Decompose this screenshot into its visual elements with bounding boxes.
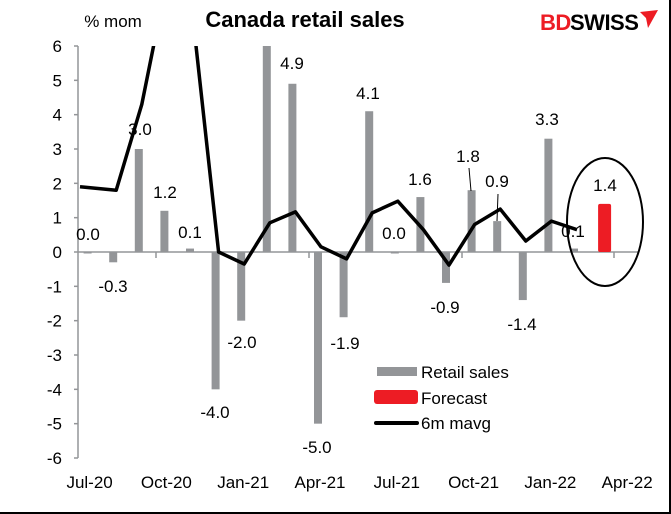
y-tick-label: -5 — [47, 415, 62, 434]
retail-sales-bar — [237, 252, 246, 321]
retail-sales-bar — [186, 248, 194, 252]
data-label: -0.9 — [430, 298, 459, 317]
forecast-highlight-ellipse — [566, 157, 644, 287]
bdswiss-logo: BD SWISS — [540, 10, 658, 35]
logo-text-bd: BD — [540, 10, 571, 35]
chart-title: Canada retail sales — [205, 7, 404, 32]
legend: Retail sales Forecast 6m mavg — [374, 363, 509, 433]
retail-sales-bar — [467, 190, 476, 252]
x-tick-label: Apr-22 — [602, 473, 653, 492]
y-tick-label: 4 — [53, 106, 62, 125]
retail-sales-bar — [493, 221, 502, 252]
y-tick-label: 0 — [53, 243, 62, 262]
y-tick-label: -2 — [47, 312, 62, 331]
data-label: -1.4 — [507, 315, 536, 334]
retail-sales-bar — [314, 252, 322, 424]
retail-sales-bar — [211, 252, 220, 390]
logo-text-swiss: SWISS — [570, 10, 638, 35]
data-label: -1.9 — [330, 334, 359, 353]
forecast-bar — [598, 203, 612, 252]
data-label: 0.0 — [382, 224, 406, 243]
data-label: 0.9 — [485, 172, 509, 191]
y-tick-label: 1 — [53, 209, 62, 228]
legend-label-6m-mavg: 6m mavg — [421, 414, 491, 433]
legend-swatch-forecast — [374, 390, 418, 404]
data-label: -4.0 — [200, 403, 229, 422]
retail-sales-bar — [160, 210, 169, 252]
data-label: -2.0 — [227, 333, 256, 352]
data-label-leader — [468, 167, 472, 192]
data-label: 1.2 — [153, 183, 177, 202]
retail-sales-bar — [365, 111, 374, 252]
y-tick-label: -1 — [47, 277, 62, 296]
y-tick-label: 2 — [53, 174, 62, 193]
y-tick-label: 5 — [53, 71, 62, 90]
x-tick-label: Jul-20 — [66, 473, 112, 492]
data-label: 3.0 — [128, 120, 152, 139]
data-label: 1.8 — [456, 147, 480, 166]
retail-sales-bar — [442, 252, 450, 283]
y-tick-label: 6 — [53, 37, 62, 56]
retail-sales-bar — [339, 252, 348, 318]
data-label: 0.0 — [76, 225, 100, 244]
y-tick-label: -3 — [47, 346, 62, 365]
data-label: -5.0 — [302, 438, 331, 457]
x-tick-label: Oct-20 — [141, 473, 192, 492]
retail-sales-bar — [390, 252, 399, 254]
retail-sales-bar — [288, 83, 297, 253]
x-tick-label: Jan-22 — [524, 473, 576, 492]
x-tick-label: Oct-21 — [448, 473, 499, 492]
retail-sales-bar — [109, 252, 118, 263]
legend-label-retail-sales: Retail sales — [421, 363, 509, 382]
y-axis-label: % mom — [84, 12, 142, 31]
retail-sales-bar — [83, 252, 92, 254]
retail-sales-bar — [544, 138, 553, 252]
6m-mavg-line — [79, 46, 578, 267]
retail-sales-bar — [570, 248, 578, 252]
x-tick-label: Jan-21 — [217, 473, 269, 492]
y-tick-label: -4 — [47, 380, 62, 399]
data-label: 1.4 — [593, 176, 617, 195]
data-label: -0.3 — [98, 277, 127, 296]
data-label: 1.6 — [408, 170, 432, 189]
retail-sales-bar — [134, 149, 143, 252]
x-tick-label: Apr-21 — [294, 473, 345, 492]
y-tick-label: 3 — [53, 140, 62, 159]
x-tick-label: Jul-21 — [374, 473, 420, 492]
retail-sales-bar — [518, 252, 527, 301]
data-label: 4.1 — [356, 84, 380, 103]
retail-sales-bar — [262, 46, 271, 252]
data-label-leader — [496, 193, 499, 222]
data-label: 4.9 — [280, 54, 304, 73]
data-label: 0.1 — [178, 223, 202, 242]
data-label: 0.1 — [561, 222, 585, 241]
legend-swatch-retail-sales — [377, 367, 417, 376]
logo-flag-icon — [640, 10, 658, 28]
data-label: 3.3 — [535, 110, 559, 129]
y-tick-label: -6 — [47, 449, 62, 468]
legend-label-forecast: Forecast — [421, 389, 487, 408]
